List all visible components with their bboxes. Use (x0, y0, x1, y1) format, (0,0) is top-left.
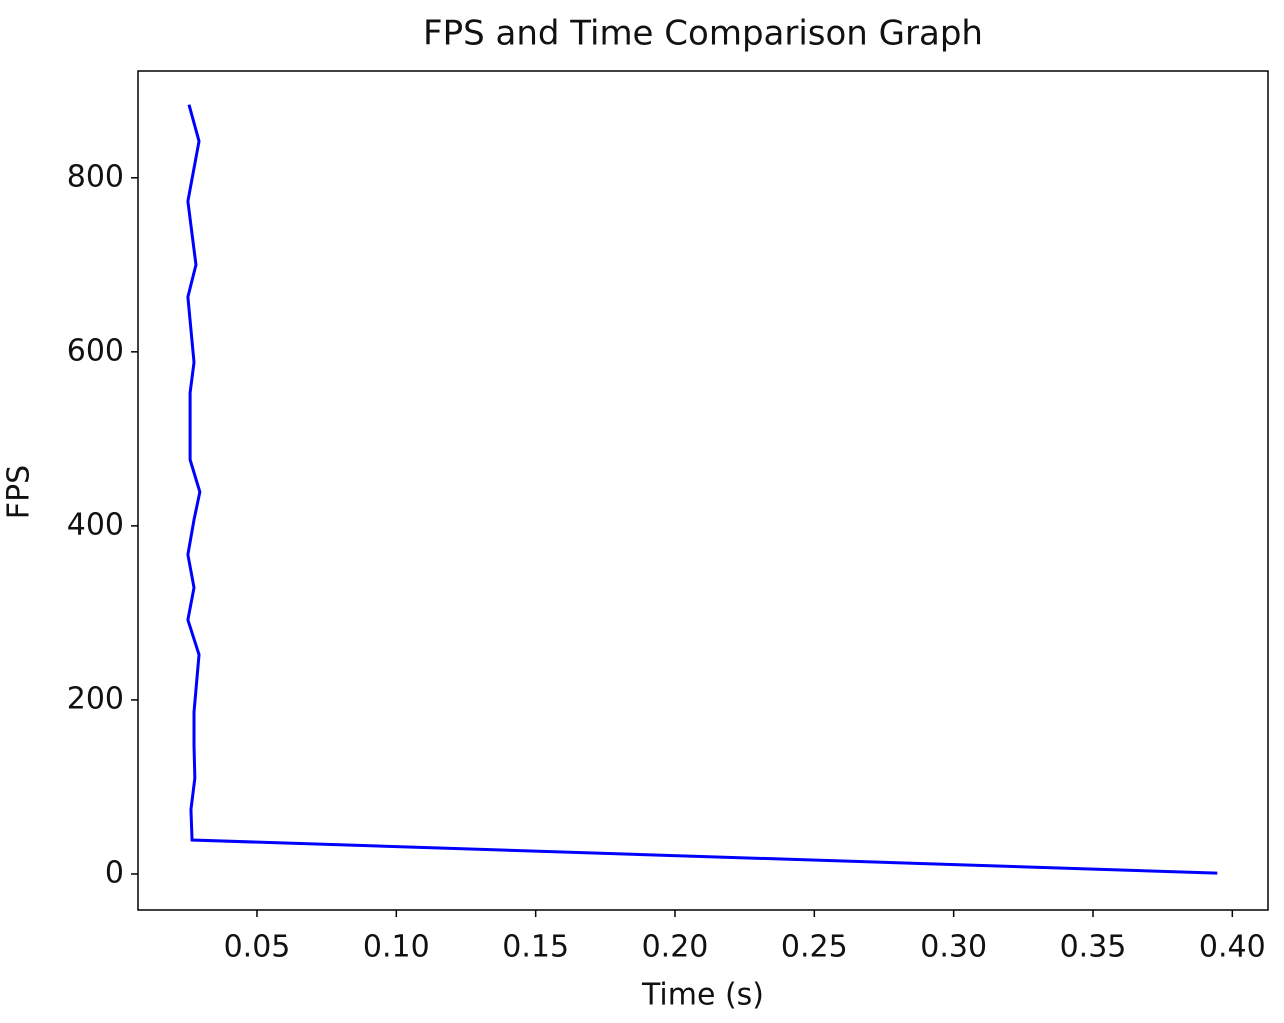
chart-title: FPS and Time Comparison Graph (423, 14, 983, 54)
x-tick-label: 0.30 (920, 930, 987, 965)
x-tick-label: 0.35 (1060, 930, 1127, 965)
x-tick-label: 0.25 (781, 930, 848, 965)
y-tick-label: 0 (105, 855, 124, 890)
x-tick-label: 0.05 (224, 930, 291, 965)
data-line (186, 104, 1218, 875)
y-tick-label: 400 (67, 507, 124, 542)
plot-frame (137, 70, 1269, 911)
x-tick-label: 0.40 (1199, 930, 1266, 965)
y-axis-label: FPS (2, 465, 37, 519)
y-tick-label: 600 (67, 333, 124, 368)
x-tick-label: 0.10 (363, 930, 430, 965)
y-tick-label: 800 (67, 159, 124, 194)
x-tick-label: 0.20 (642, 930, 709, 965)
x-axis-label: Time (s) (641, 978, 764, 1013)
y-tick-label: 200 (67, 681, 124, 716)
x-tick-label: 0.15 (502, 930, 569, 965)
